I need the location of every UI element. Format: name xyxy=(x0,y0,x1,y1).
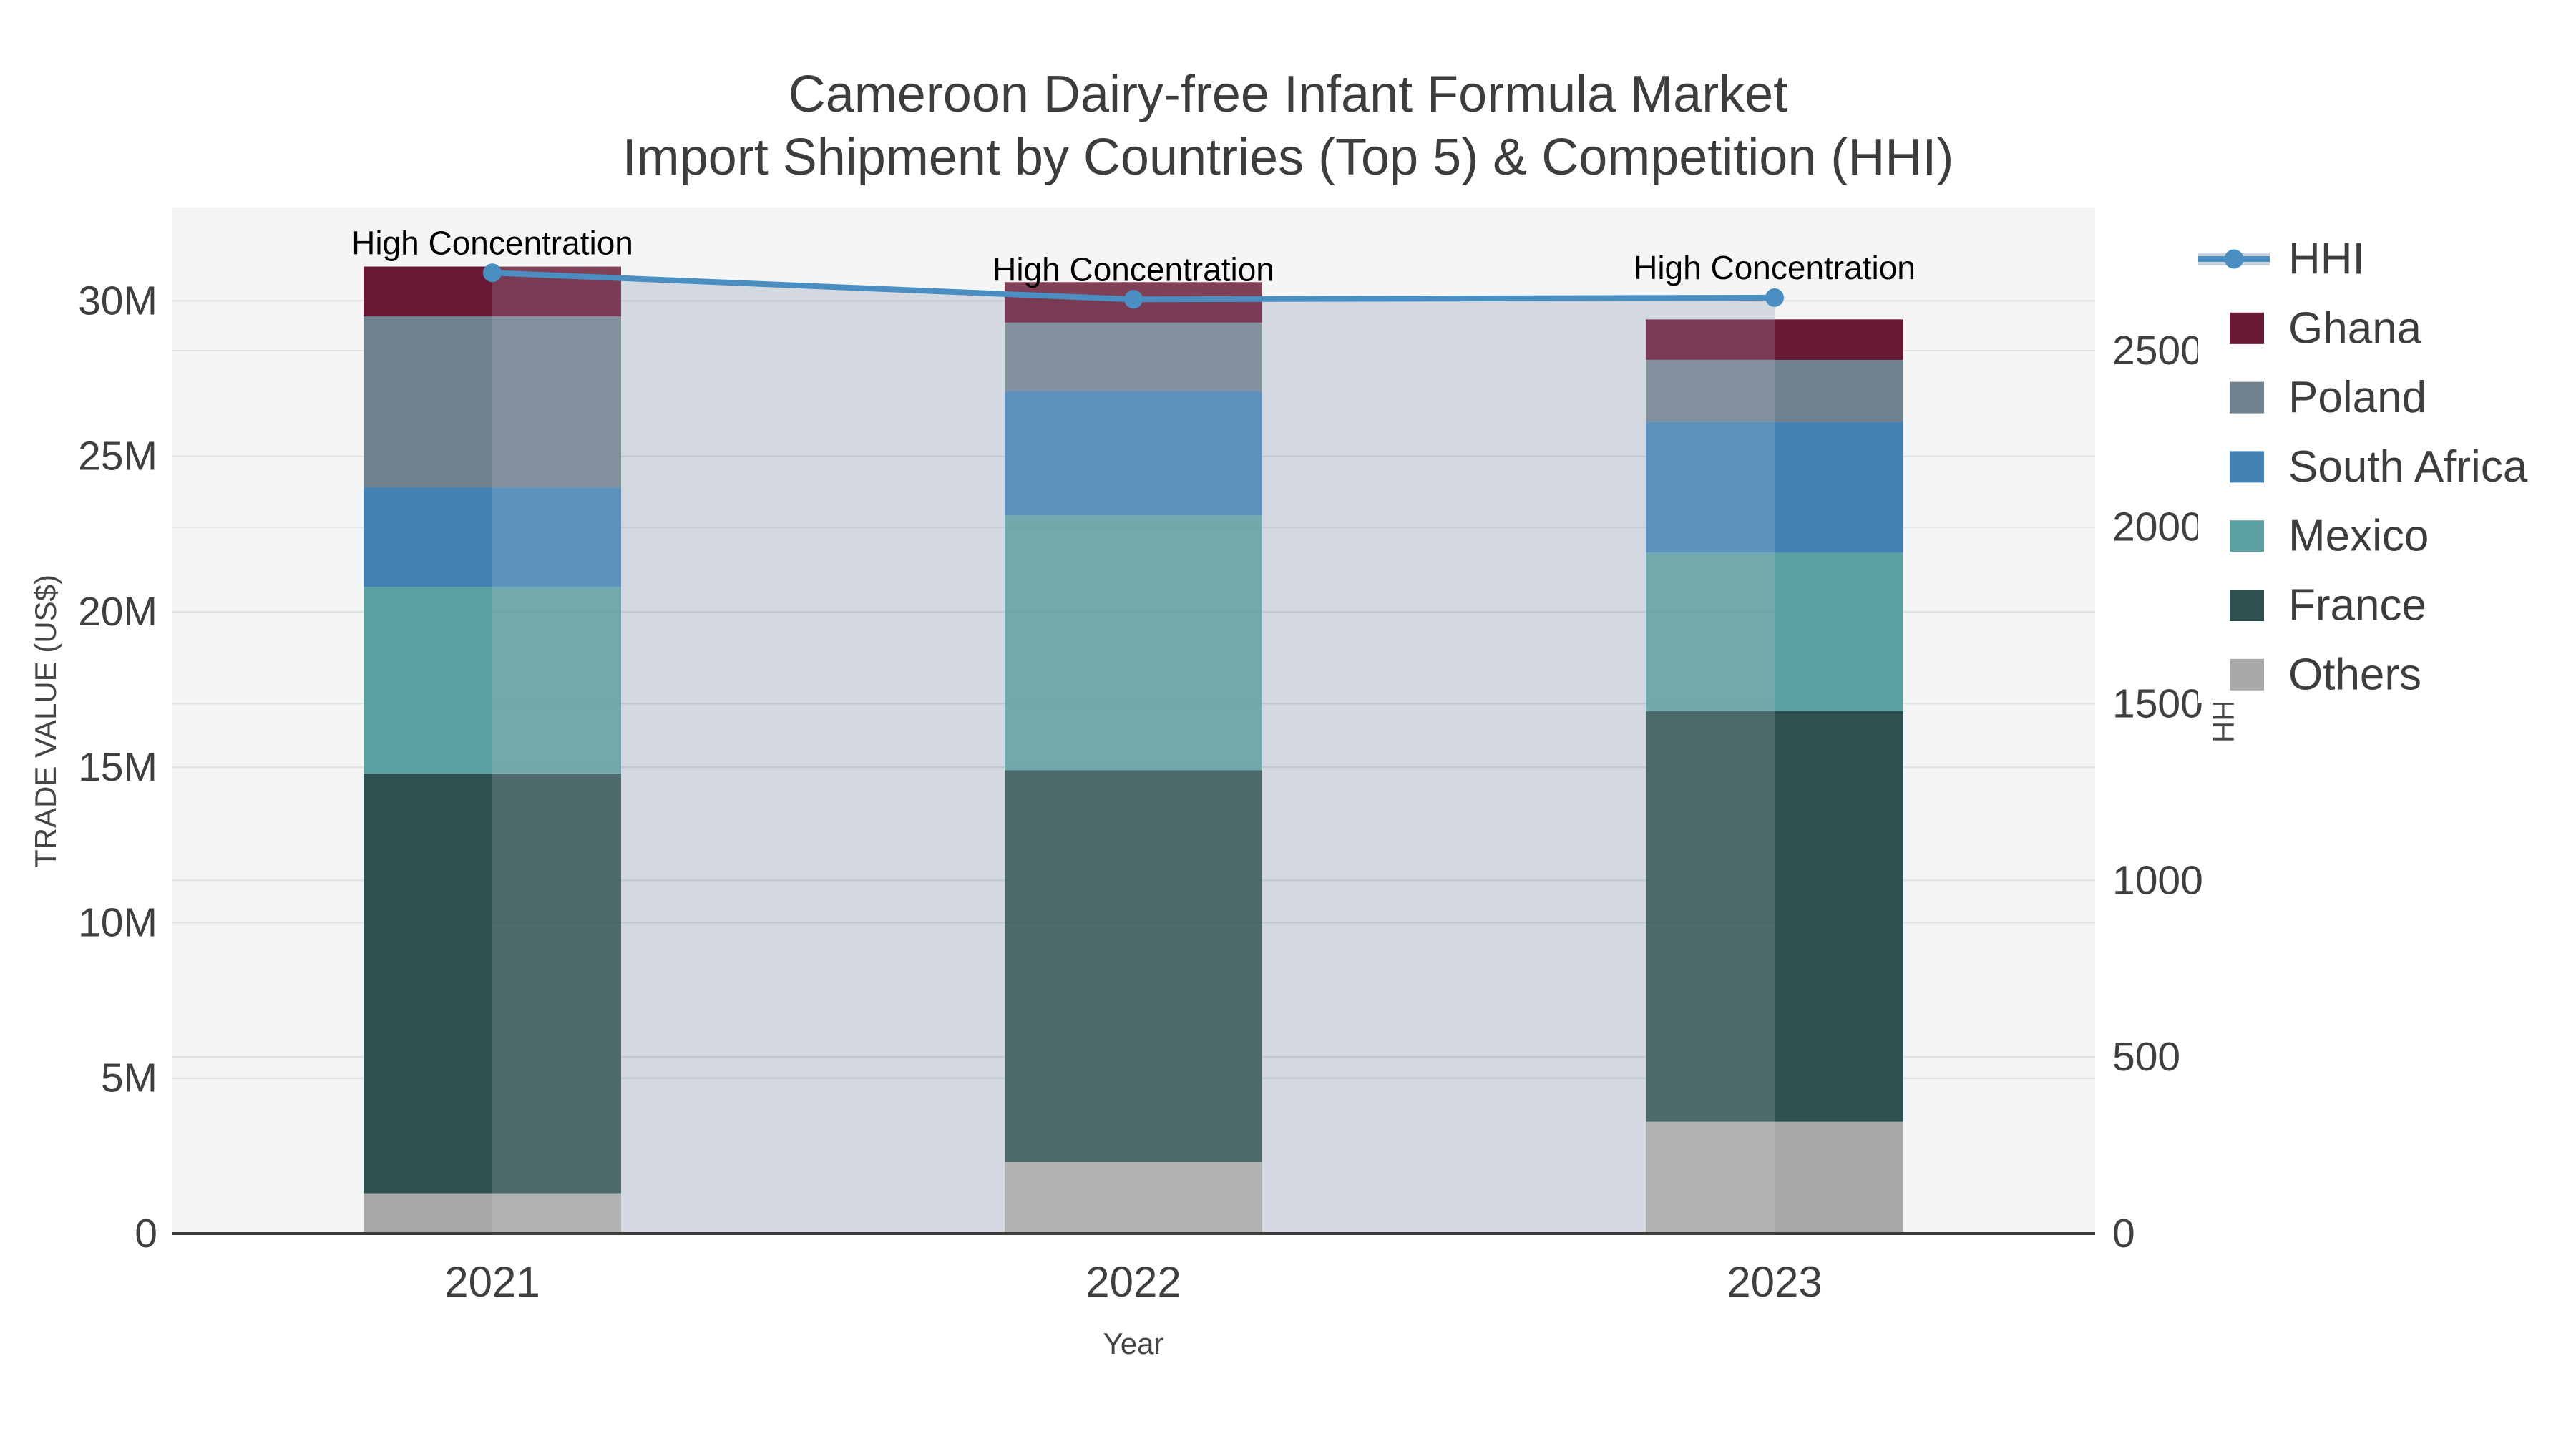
y-left-tick-5M: 5M xyxy=(101,1055,157,1101)
bar-segment-south-africa-2022[interactable] xyxy=(1005,391,1262,516)
y-left-tick-10M: 10M xyxy=(78,899,157,945)
annotation-2021: High Concentration xyxy=(351,224,633,261)
y-right-tick-2000: 2000 xyxy=(2112,504,2203,550)
bar-segment-france-2021[interactable] xyxy=(364,773,492,1194)
legend-label: Others xyxy=(2288,650,2421,699)
legend-item-france[interactable]: France xyxy=(2230,581,2426,630)
y-left-axis-title: TRADE VALUE (US$) xyxy=(29,575,62,868)
bar-segment-others-2021[interactable] xyxy=(364,1193,492,1234)
y-right-tick-0: 0 xyxy=(2112,1211,2135,1257)
legend-hhi-marker-swatch xyxy=(2224,249,2244,269)
x-tick-2021: 2021 xyxy=(444,1258,540,1306)
annotation-2022: High Concentration xyxy=(992,250,1274,288)
annotation-2023: High Concentration xyxy=(1634,249,1916,286)
legend-item-ghana[interactable]: Ghana xyxy=(2230,303,2422,353)
legend-item-poland[interactable]: Poland xyxy=(2230,373,2426,422)
chart-title-line2: Import Shipment by Countries (Top 5) & C… xyxy=(623,129,1954,186)
legend: HHI Ghana Poland South Africa Mexico France Ot… xyxy=(2198,226,2572,703)
legend-item-hhi[interactable]: HHI xyxy=(2198,235,2365,284)
y-left-tick-30M: 30M xyxy=(78,278,157,323)
y-right-tick-2500: 2500 xyxy=(2112,328,2203,374)
legend-label: Mexico xyxy=(2288,512,2429,561)
y-left-tick-15M: 15M xyxy=(78,744,157,790)
legend-swatch-poland xyxy=(2230,381,2264,414)
y-right-tick-1000: 1000 xyxy=(2112,857,2203,903)
chart-title-line1: Cameroon Dairy-free Infant Formula Marke… xyxy=(789,66,1787,123)
legend-swatch-others xyxy=(2230,658,2264,691)
hhi-marker-2022[interactable] xyxy=(1124,290,1143,309)
x-tick-2022: 2022 xyxy=(1085,1258,1181,1306)
y-left-tick-20M: 20M xyxy=(78,589,157,635)
y-right-tick-1500: 1500 xyxy=(2112,681,2203,727)
x-tick-2023: 2023 xyxy=(1727,1258,1822,1306)
bar-segment-poland-2023[interactable] xyxy=(1775,359,1903,422)
legend-swatch-south-africa xyxy=(2230,451,2264,483)
bar-segment-mexico-2021[interactable] xyxy=(364,587,492,774)
plot-layer: High Concentration High Concentration High… xyxy=(78,208,2203,1306)
legend-label: South Africa xyxy=(2288,442,2528,492)
hhi-marker-2021[interactable] xyxy=(483,263,502,283)
bar-segment-poland-2021[interactable] xyxy=(364,316,492,488)
legend-label: HHI xyxy=(2288,235,2365,284)
bar-segment-france-2022[interactable] xyxy=(1005,770,1262,1163)
bar-segment-france-2023[interactable] xyxy=(1775,711,1903,1122)
legend-label: Poland xyxy=(2288,373,2426,422)
legend-label: Ghana xyxy=(2288,303,2422,353)
legend-item-south-africa[interactable]: South Africa xyxy=(2230,442,2528,492)
bar-segment-others-2022[interactable] xyxy=(1005,1162,1262,1234)
y-left-tick-0: 0 xyxy=(135,1211,157,1257)
legend-item-others[interactable]: Others xyxy=(2230,650,2421,699)
legend-label: France xyxy=(2288,581,2426,630)
bar-segment-mexico-2022[interactable] xyxy=(1005,515,1262,771)
bar-segment-ghana-2021[interactable] xyxy=(364,266,492,317)
legend-swatch-mexico xyxy=(2230,520,2264,552)
bar-segment-others-2023[interactable] xyxy=(1775,1121,1903,1234)
legend-swatch-france xyxy=(2230,590,2264,621)
y-right-tick-500: 500 xyxy=(2112,1034,2180,1080)
hhi-marker-2023[interactable] xyxy=(1765,288,1784,307)
legend-item-mexico[interactable]: Mexico xyxy=(2230,512,2429,561)
legend-swatch-ghana xyxy=(2230,312,2264,344)
bar-segment-south-africa-2023[interactable] xyxy=(1775,421,1903,553)
bar-segment-mexico-2023[interactable] xyxy=(1775,552,1903,711)
bar-segment-poland-2022[interactable] xyxy=(1005,322,1262,391)
bar-segment-south-africa-2021[interactable] xyxy=(364,487,492,587)
y-left-tick-25M: 25M xyxy=(78,434,157,479)
titles-layer: Cameroon Dairy-free Infant Formula Marke… xyxy=(29,66,2240,1360)
x-axis-title: Year xyxy=(1103,1327,1164,1360)
bar-segment-ghana-2023[interactable] xyxy=(1775,319,1903,360)
